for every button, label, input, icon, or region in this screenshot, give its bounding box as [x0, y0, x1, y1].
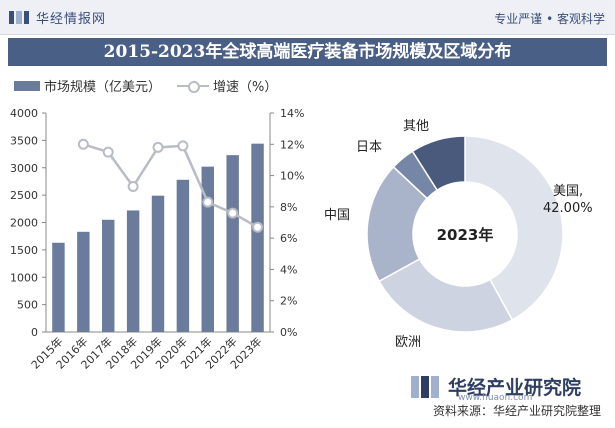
- left-tick-label: 2000: [10, 217, 38, 230]
- growth-point: [77, 138, 89, 150]
- legend-bar-swatch: [14, 80, 40, 91]
- left-tick-label: 2500: [10, 189, 38, 202]
- legend-line-swatch: [177, 80, 210, 93]
- bar: [77, 231, 90, 332]
- left-tick-label: 3500: [10, 134, 38, 147]
- footer-logo-icon: [411, 376, 439, 398]
- donut-slice: [378, 258, 514, 333]
- top-bar: 华经情报网 专业严谨 • 客观科学: [0, 0, 615, 35]
- right-tick-label: 12%: [280, 138, 304, 151]
- source-note: 资料来源：华经产业研究院整理: [432, 404, 601, 418]
- left-tick-label: 500: [17, 299, 38, 312]
- footer-brand: 华经产业研究院: [410, 372, 581, 400]
- right-tick-label: 0%: [280, 326, 297, 339]
- growth-point: [227, 207, 239, 219]
- slice-label: 中国: [324, 208, 350, 223]
- left-tick-label: 3000: [10, 162, 38, 175]
- bar: [176, 179, 190, 332]
- donut-center-label: 2023年: [437, 226, 494, 244]
- slice-label: 日本: [356, 140, 382, 155]
- left-tick-label: 1000: [10, 271, 38, 284]
- bar: [126, 210, 140, 332]
- brand-logo-icon: [9, 11, 29, 24]
- slice-label: 美国,: [553, 184, 583, 199]
- growth-point: [127, 181, 139, 193]
- bar: [52, 242, 65, 332]
- left-tick-label: 4000: [10, 107, 38, 120]
- chart-legend: 市场规模（亿美元） 增速（%）: [14, 76, 277, 95]
- chart-title: 2015-2023年全球高端医疗装备市场规模及区域分布: [8, 38, 607, 66]
- growth-point: [252, 221, 264, 233]
- slice-value-label: 42.00%: [543, 201, 593, 216]
- bar: [226, 155, 239, 332]
- legend-bar-label: 市场规模（亿美元）: [44, 80, 162, 95]
- growth-point: [177, 140, 189, 152]
- slice-label: 其他: [403, 119, 429, 134]
- left-tick-label: 0: [31, 326, 38, 339]
- right-tick-label: 6%: [280, 232, 297, 245]
- growth-point: [202, 196, 214, 208]
- donut-slice: [411, 135, 466, 192]
- donut-slice: [464, 135, 564, 321]
- brand[interactable]: 华经情报网: [8, 8, 106, 27]
- bar-line-chart: 0 500 1000 1500 2000 2500 3000 3500 4000 0% 2% 4% 6%…: [10, 107, 304, 372]
- left-tick-label: 1500: [10, 244, 38, 257]
- bar: [201, 166, 214, 332]
- right-tick-label: 10%: [280, 170, 304, 183]
- bar: [151, 195, 165, 332]
- legend-line-label: 增速（%）: [213, 80, 278, 95]
- bar: [102, 219, 115, 332]
- right-tick-label: 14%: [280, 107, 304, 120]
- tagline: 专业严谨 • 客观科学: [494, 12, 605, 26]
- footer-brand-name: 华经产业研究院: [448, 376, 582, 399]
- brand-name: 华经情报网: [36, 12, 107, 27]
- right-tick-label: 4%: [280, 263, 297, 276]
- growth-point: [152, 141, 164, 153]
- growth-point: [102, 146, 114, 158]
- slice-label: 欧洲: [395, 335, 421, 350]
- right-tick-label: 8%: [280, 201, 297, 214]
- donut-chart: 美国, 42.00% 欧洲 中国 日本 其他 2023年: [324, 119, 593, 350]
- bar: [251, 143, 264, 332]
- right-tick-label: 2%: [280, 295, 297, 308]
- footer-brand-url: www.huaon.com: [458, 393, 533, 403]
